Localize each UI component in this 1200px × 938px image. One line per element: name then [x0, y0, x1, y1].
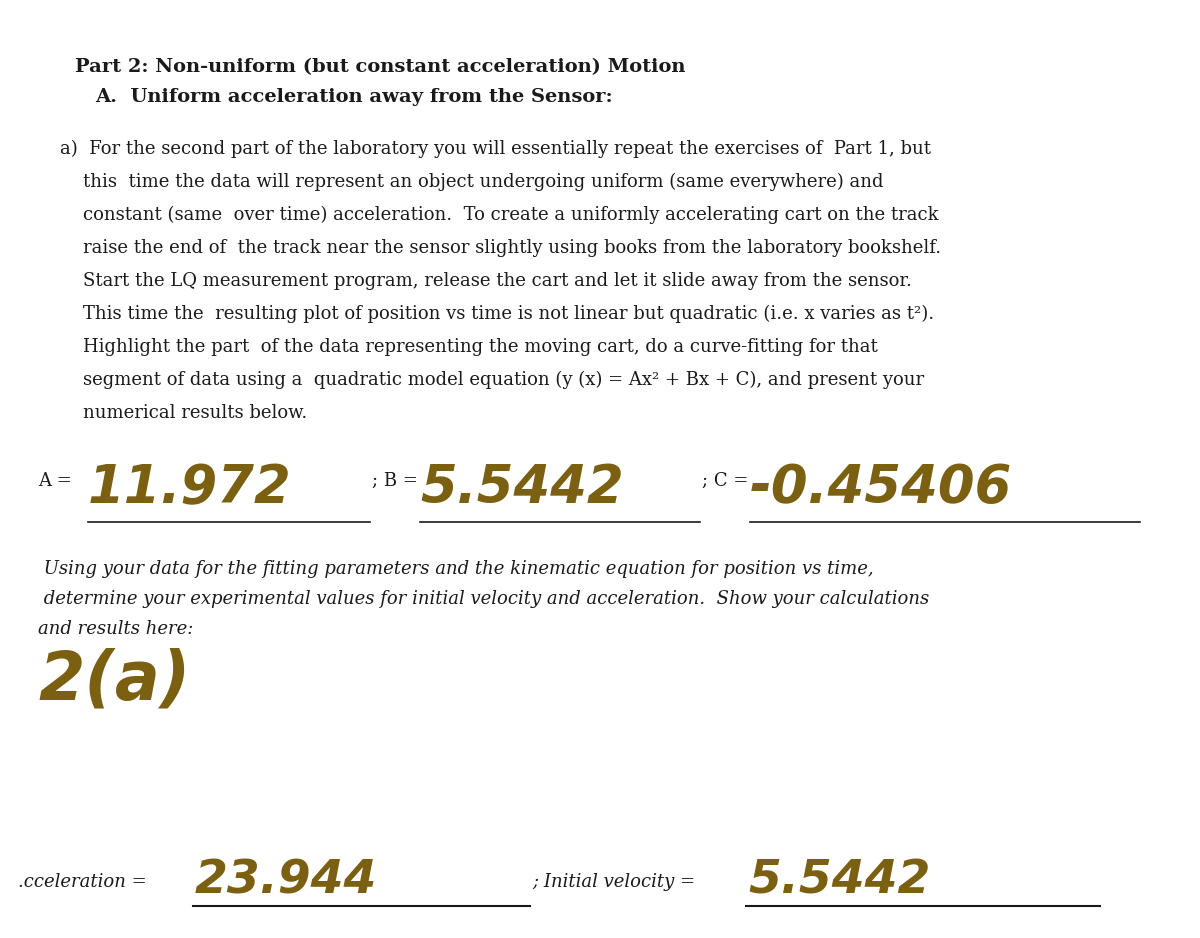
Text: 2(a): 2(a): [38, 648, 191, 714]
Text: ; C =: ; C =: [702, 472, 749, 490]
Text: .cceleration =: .cceleration =: [18, 873, 152, 891]
Text: 5.5442: 5.5442: [420, 462, 624, 514]
Text: 11.972: 11.972: [88, 462, 292, 514]
Text: 5.5442: 5.5442: [748, 858, 930, 903]
Text: -0.45406: -0.45406: [750, 462, 1013, 514]
Text: A.  Uniform acceleration away from the Sensor:: A. Uniform acceleration away from the Se…: [95, 88, 613, 106]
Text: ; B =: ; B =: [372, 472, 418, 490]
Text: Part 2: Non-uniform (but constant acceleration) Motion: Part 2: Non-uniform (but constant accele…: [74, 58, 685, 76]
Text: constant (same  over time) acceleration.  To create a uniformly accelerating car: constant (same over time) acceleration. …: [60, 206, 938, 224]
Text: 23.944: 23.944: [194, 858, 377, 903]
Text: this  time the data will represent an object undergoing uniform (same everywhere: this time the data will represent an obj…: [60, 173, 883, 191]
Text: Using your data for the fitting parameters and the kinematic equation for positi: Using your data for the fitting paramete…: [38, 560, 874, 578]
Text: Highlight the part  of the data representing the moving cart, do a curve-fitting: Highlight the part of the data represent…: [60, 338, 877, 356]
Text: ; Initial velocity =: ; Initial velocity =: [532, 873, 701, 891]
Text: segment of data using a  quadratic model equation (y (x) = Ax² + Bx + C), and pr: segment of data using a quadratic model …: [60, 371, 924, 389]
Text: A =: A =: [38, 472, 72, 490]
Text: determine your experimental values for initial velocity and acceleration.  Show : determine your experimental values for i…: [38, 590, 929, 608]
Text: and results here:: and results here:: [38, 620, 193, 638]
Text: a)  For the second part of the laboratory you will essentially repeat the exerci: a) For the second part of the laboratory…: [60, 140, 931, 159]
Text: numerical results below.: numerical results below.: [60, 404, 307, 422]
Text: Start the LQ measurement program, release the cart and let it slide away from th: Start the LQ measurement program, releas…: [60, 272, 912, 290]
Text: This time the  resulting plot of position vs time is not linear but quadratic (i: This time the resulting plot of position…: [60, 305, 934, 324]
Text: raise the end of  the track near the sensor slightly using books from the labora: raise the end of the track near the sens…: [60, 239, 941, 257]
